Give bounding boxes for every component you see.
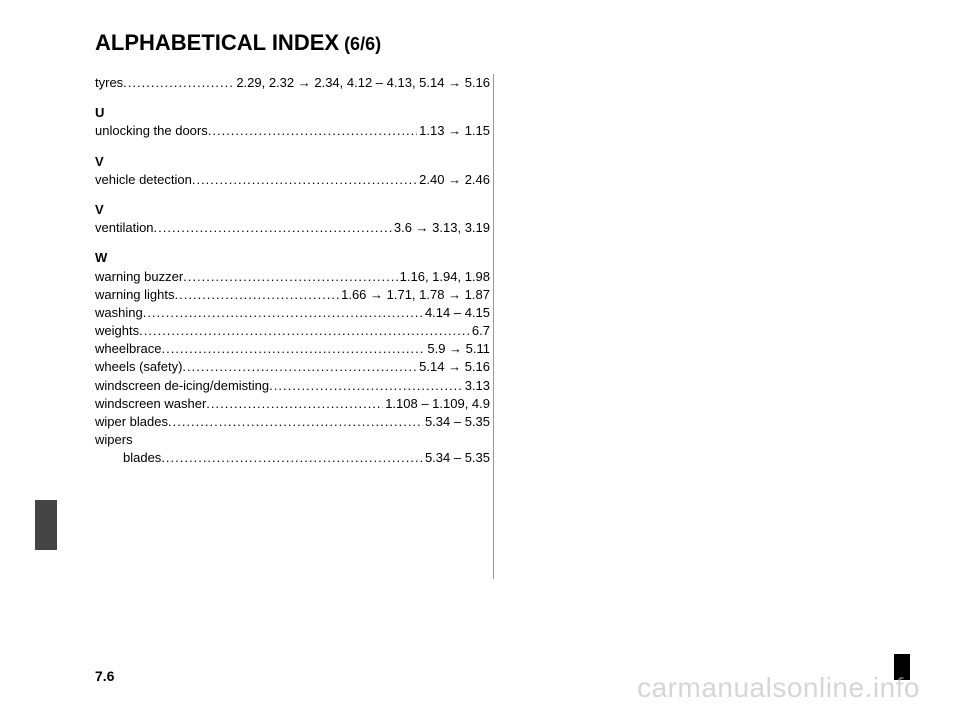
entry-pages: 5.34 – 5.35 [423, 413, 490, 431]
entry-pages: 3.6 → 3.13, 3.19 [392, 219, 490, 237]
index-entry: unlocking the doors ....................… [95, 122, 490, 140]
entry-dots: ........................................… [192, 171, 417, 189]
entry-dots: ........................................… [269, 377, 463, 395]
content-columns: tyres ..................................… [95, 74, 910, 468]
section-letter: U [95, 104, 490, 122]
entry-dots: ........................................… [162, 340, 426, 358]
entry-dots: ........................................… [182, 358, 417, 376]
entry-label: tyres [95, 74, 123, 92]
entry-pages: 3.13 [463, 377, 490, 395]
entry-pages: 5.14 → 5.16 [417, 358, 490, 376]
entry-dots: ........................................… [183, 268, 397, 286]
entry-dots: ........................................… [154, 219, 392, 237]
entry-dots: ........................................… [161, 449, 423, 467]
entry-dots: ........................................… [123, 74, 234, 92]
entry-label: wheels (safety) [95, 358, 182, 376]
entry-pages: 5.9 → 5.11 [425, 340, 490, 358]
index-entry: weights ................................… [95, 322, 490, 340]
entry-dots: ........................................… [206, 395, 383, 413]
page-container: ALPHABETICAL INDEX (6/6) tyres .........… [0, 0, 960, 710]
index-entry: ventilation ............................… [95, 219, 490, 237]
entry-pages: 5.34 – 5.35 [423, 449, 490, 467]
section-letter: V [95, 153, 490, 171]
corner-marker [894, 654, 910, 680]
index-entry: windscreen washer ......................… [95, 395, 490, 413]
entry-dots: ........................................… [168, 413, 423, 431]
entry-pages: 1.66 → 1.71, 1.78 → 1.87 [339, 286, 490, 304]
entry-dots: ........................................… [175, 286, 340, 304]
entry-dots: ........................................… [208, 122, 417, 140]
entry-label: weights [95, 322, 139, 340]
index-entry: vehicle detection ......................… [95, 171, 490, 189]
index-entry: wipers [95, 431, 490, 449]
column-divider [493, 74, 494, 579]
entry-pages: 6.7 [470, 322, 490, 340]
entry-label: washing [95, 304, 143, 322]
entry-label: windscreen de-icing/demisting [95, 377, 269, 395]
side-tab-marker [35, 500, 57, 550]
entry-label: unlocking the doors [95, 122, 208, 140]
watermark-text: carmanualsonline.info [637, 672, 920, 704]
page-title-sub: (6/6) [339, 34, 381, 54]
index-entry: washing ................................… [95, 304, 490, 322]
section-letter: V [95, 201, 490, 219]
entry-label: wipers [95, 431, 133, 449]
page-number: 7.6 [95, 668, 114, 684]
index-entry: tyres ..................................… [95, 74, 490, 92]
entry-pages: 1.108 – 1.109, 4.9 [383, 395, 490, 413]
section-letter: W [95, 249, 490, 267]
index-entry: wheelbrace .............................… [95, 340, 490, 358]
index-entry: warning lights .........................… [95, 286, 490, 304]
entry-label: windscreen washer [95, 395, 206, 413]
index-entry: wheels (safety) ........................… [95, 358, 490, 376]
index-entry: warning buzzer .........................… [95, 268, 490, 286]
index-entry: wiper blades ...........................… [95, 413, 490, 431]
entry-label: blades [123, 449, 161, 467]
entry-pages: 4.14 – 4.15 [423, 304, 490, 322]
entry-pages: 2.40 → 2.46 [417, 171, 490, 189]
index-entry: windscreen de-icing/demisting ..........… [95, 377, 490, 395]
entry-pages: 1.16, 1.94, 1.98 [398, 268, 490, 286]
entry-dots: ........................................… [139, 322, 470, 340]
left-column: tyres ..................................… [95, 74, 490, 468]
entry-label: warning lights [95, 286, 175, 304]
entry-label: wiper blades [95, 413, 168, 431]
entry-label: vehicle detection [95, 171, 192, 189]
title-line: ALPHABETICAL INDEX (6/6) [95, 30, 910, 56]
entry-dots: ........................................… [143, 304, 423, 322]
entry-pages: 2.29, 2.32 → 2.34, 4.12 – 4.13, 5.14 → 5… [234, 74, 490, 92]
page-title: ALPHABETICAL INDEX [95, 30, 339, 55]
entry-pages: 1.13 → 1.15 [417, 122, 490, 140]
entry-label: warning buzzer [95, 268, 183, 286]
entry-label: wheelbrace [95, 340, 162, 358]
entry-label: ventilation [95, 219, 154, 237]
index-sub-entry: blades .................................… [95, 449, 490, 467]
